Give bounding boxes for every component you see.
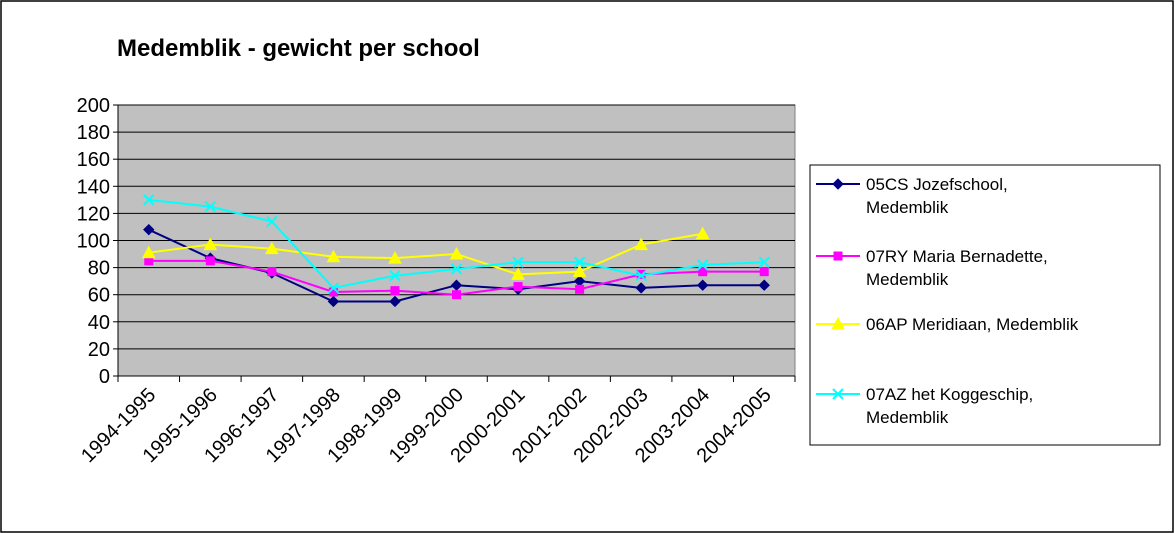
data-point: [450, 263, 463, 275]
legend-label: 07AZ het Koggeschip,: [866, 385, 1033, 404]
data-point: [143, 223, 155, 236]
data-point: [265, 241, 279, 255]
data-point: [696, 259, 709, 271]
y-tick-label: 180: [77, 122, 110, 144]
y-tick-label: 20: [88, 339, 110, 361]
data-point: [572, 264, 587, 278]
legend-entry: 07AZ het Koggeschip, Medemblik: [816, 385, 1033, 427]
data-point: [327, 282, 340, 294]
data-point: [512, 256, 524, 268]
data-point: [513, 282, 523, 292]
y-tick-label: 60: [88, 285, 110, 307]
data-point: [698, 267, 708, 277]
data-point: [204, 200, 217, 213]
data-point: [267, 267, 277, 277]
series-line: [148, 232, 703, 276]
y-tick-label: 40: [88, 312, 110, 334]
legend-label: Medemblik: [866, 270, 949, 289]
y-tick-label: 200: [77, 95, 110, 117]
data-point: [203, 237, 218, 251]
data-point: [695, 226, 710, 240]
legend-label: Medemblik: [866, 408, 949, 427]
legend-marker: [832, 178, 844, 190]
data-point: [326, 249, 341, 263]
data-point: [141, 245, 156, 259]
legend-marker: [831, 316, 845, 330]
data-point: [634, 237, 648, 251]
legend-entry: 05CS Jozefschool, Medemblik: [816, 175, 1008, 217]
data-point: [389, 295, 401, 308]
data-point: [696, 279, 709, 291]
axes: [113, 104, 796, 382]
data-point: [389, 270, 401, 282]
y-tick-labels: 0 20 40 60 80 100 120 140 160 180 200: [77, 95, 110, 388]
y-tick-label: 0: [99, 366, 110, 388]
legend: [809, 164, 1161, 446]
data-point: [452, 290, 461, 300]
y-tick-label: 100: [77, 231, 110, 253]
legend-marker: [832, 388, 844, 400]
series-3: [143, 194, 770, 294]
data-point: [759, 267, 769, 277]
data-point: [390, 286, 400, 296]
data-point: [266, 215, 278, 228]
legend-label: 06AP Meridiaan, Medemblik: [866, 315, 1079, 334]
legend-entry: 06AP Meridiaan, Medemblik: [816, 315, 1079, 334]
legend-entry: 07RY Maria Bernadette, Medemblik: [816, 247, 1048, 289]
chart-title: Medemblik - gewicht per school: [117, 35, 480, 62]
legend-marker: [833, 251, 843, 261]
data-point: [327, 295, 340, 308]
data-point: [449, 247, 464, 260]
data-point: [575, 284, 585, 294]
y-tick-label: 120: [77, 203, 110, 225]
data-point: [635, 282, 647, 294]
data-point: [205, 256, 215, 266]
legend-label: 05CS Jozefschool,: [866, 175, 1008, 194]
data-point: [511, 267, 525, 280]
y-tick-label: 160: [77, 149, 110, 171]
data-point: [388, 251, 402, 264]
y-tick-label: 140: [77, 176, 110, 198]
series: [141, 194, 770, 308]
data-point: [143, 194, 155, 206]
data-point: [758, 256, 770, 268]
legend-label: Medemblik: [866, 198, 949, 217]
legend-label: 07RY Maria Bernadette,: [866, 247, 1048, 266]
data-point: [573, 256, 586, 268]
data-point: [635, 270, 647, 282]
y-tick-label: 80: [88, 258, 110, 280]
data-point: [758, 279, 770, 291]
series-2: [141, 226, 710, 280]
